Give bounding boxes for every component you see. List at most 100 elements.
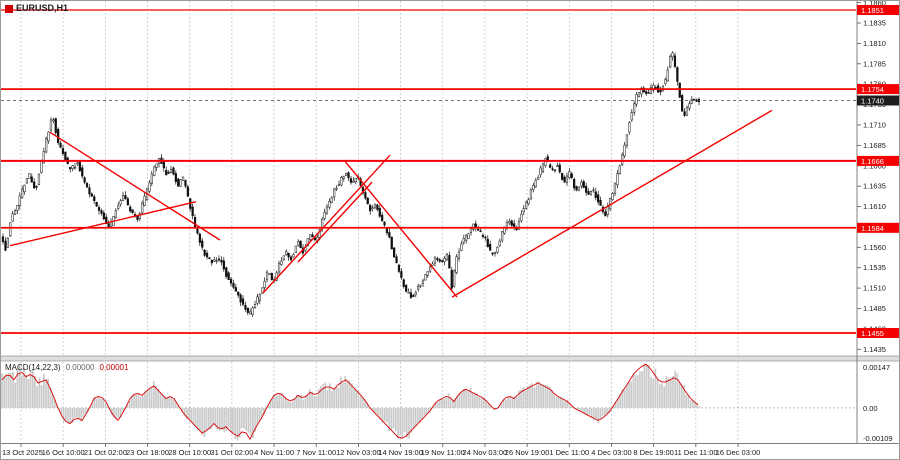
candle-body xyxy=(100,210,103,214)
price-tick-label: 1.1510 xyxy=(863,284,886,293)
candle-body xyxy=(501,231,504,241)
candle-body xyxy=(263,280,266,288)
trend-line[interactable] xyxy=(9,201,197,247)
candle-body xyxy=(599,199,602,206)
candle-body xyxy=(417,286,420,290)
candle-body xyxy=(42,151,45,164)
candle-body xyxy=(138,213,141,219)
candle-body xyxy=(618,165,621,174)
candle-body xyxy=(181,176,185,181)
candle-body xyxy=(635,94,638,105)
candle-body xyxy=(13,210,17,215)
candle-body xyxy=(589,191,593,195)
candle-body xyxy=(621,154,624,165)
candle-body xyxy=(491,252,494,255)
candle-body xyxy=(126,198,129,206)
candle-body xyxy=(349,178,353,183)
candle-body xyxy=(671,52,674,58)
candle-body xyxy=(409,292,413,298)
macd-histogram xyxy=(1,363,701,441)
candle-body xyxy=(378,207,381,217)
candle-body xyxy=(222,260,225,270)
candle-body xyxy=(1,236,5,243)
time-label: 16 Oct 10:00 xyxy=(42,448,85,457)
candle-body xyxy=(390,236,393,250)
candle-body xyxy=(52,119,55,122)
price-tick-label: 1.1610 xyxy=(863,202,886,211)
price-level-badge: 1.1666 xyxy=(857,155,899,166)
price-level-badge: 1.1754 xyxy=(857,84,899,95)
candle-body xyxy=(513,223,516,228)
candle-body xyxy=(645,91,648,94)
candle-body xyxy=(193,217,197,228)
candle-body xyxy=(268,273,271,275)
candle-body xyxy=(64,151,67,161)
price-tick-label: 1.1635 xyxy=(863,182,886,191)
trend-line[interactable] xyxy=(297,181,373,263)
candle-body xyxy=(498,240,501,246)
candle-body xyxy=(402,279,405,287)
candle-body xyxy=(88,187,91,195)
candle-body xyxy=(153,166,156,176)
candle-body xyxy=(496,246,499,253)
candle-body xyxy=(174,173,177,182)
candle-body xyxy=(637,92,641,97)
candle-body xyxy=(376,204,379,210)
candle-body xyxy=(337,184,341,186)
price-badge-label: 1.1584 xyxy=(861,224,884,233)
candle-body xyxy=(129,206,132,212)
candle-body xyxy=(587,191,590,195)
candle-body xyxy=(426,271,429,276)
candle-body xyxy=(114,210,117,218)
trend-line[interactable] xyxy=(343,159,458,298)
candle-body xyxy=(294,245,297,254)
candle-body xyxy=(340,177,343,186)
candle-body xyxy=(448,255,451,269)
candle-body xyxy=(210,259,213,264)
candle-body xyxy=(613,182,617,194)
candle-body xyxy=(393,247,396,258)
candle-body xyxy=(520,213,523,222)
trend-line[interactable] xyxy=(49,131,221,241)
candle-body xyxy=(405,285,408,292)
candle-body xyxy=(220,259,223,263)
candle-body xyxy=(419,284,422,287)
candle-body xyxy=(148,182,151,192)
candle-body xyxy=(124,195,127,199)
candle-body xyxy=(373,203,377,208)
price-tick-label: 1.1485 xyxy=(863,304,886,313)
candle-body xyxy=(201,240,204,248)
trend-line[interactable] xyxy=(451,109,773,298)
candle-body xyxy=(4,240,7,251)
candle-body xyxy=(510,220,513,226)
candle-body xyxy=(150,173,153,184)
candle-body xyxy=(640,87,643,95)
candle-body xyxy=(165,170,168,176)
panel-separator[interactable] xyxy=(0,355,900,362)
candle-body xyxy=(256,296,259,304)
candle-body xyxy=(553,169,557,172)
candle-body xyxy=(69,167,72,170)
candle-body xyxy=(421,280,425,284)
candle-body xyxy=(673,55,677,67)
candle-body xyxy=(251,307,254,315)
time-label: 7 Nov 11:00 xyxy=(296,448,336,457)
candle-body xyxy=(280,260,283,265)
candle-body xyxy=(369,204,372,212)
candle-body xyxy=(217,258,221,261)
price-badges: 1.1851 1.1754 1.1666 1.1584 1.1455 1.1740 xyxy=(857,5,899,338)
candle-body xyxy=(508,221,511,224)
candle-body xyxy=(239,294,242,303)
candle-body xyxy=(143,195,146,206)
candle-body xyxy=(25,178,29,184)
candle-body xyxy=(73,166,77,169)
candle-body xyxy=(225,267,228,277)
candle-body xyxy=(6,237,9,248)
trend-line[interactable] xyxy=(262,154,391,294)
candle-body xyxy=(441,260,444,262)
candle-body xyxy=(457,251,461,259)
candle-body xyxy=(652,84,655,91)
candle-body xyxy=(285,250,288,255)
candle-body xyxy=(688,103,691,109)
